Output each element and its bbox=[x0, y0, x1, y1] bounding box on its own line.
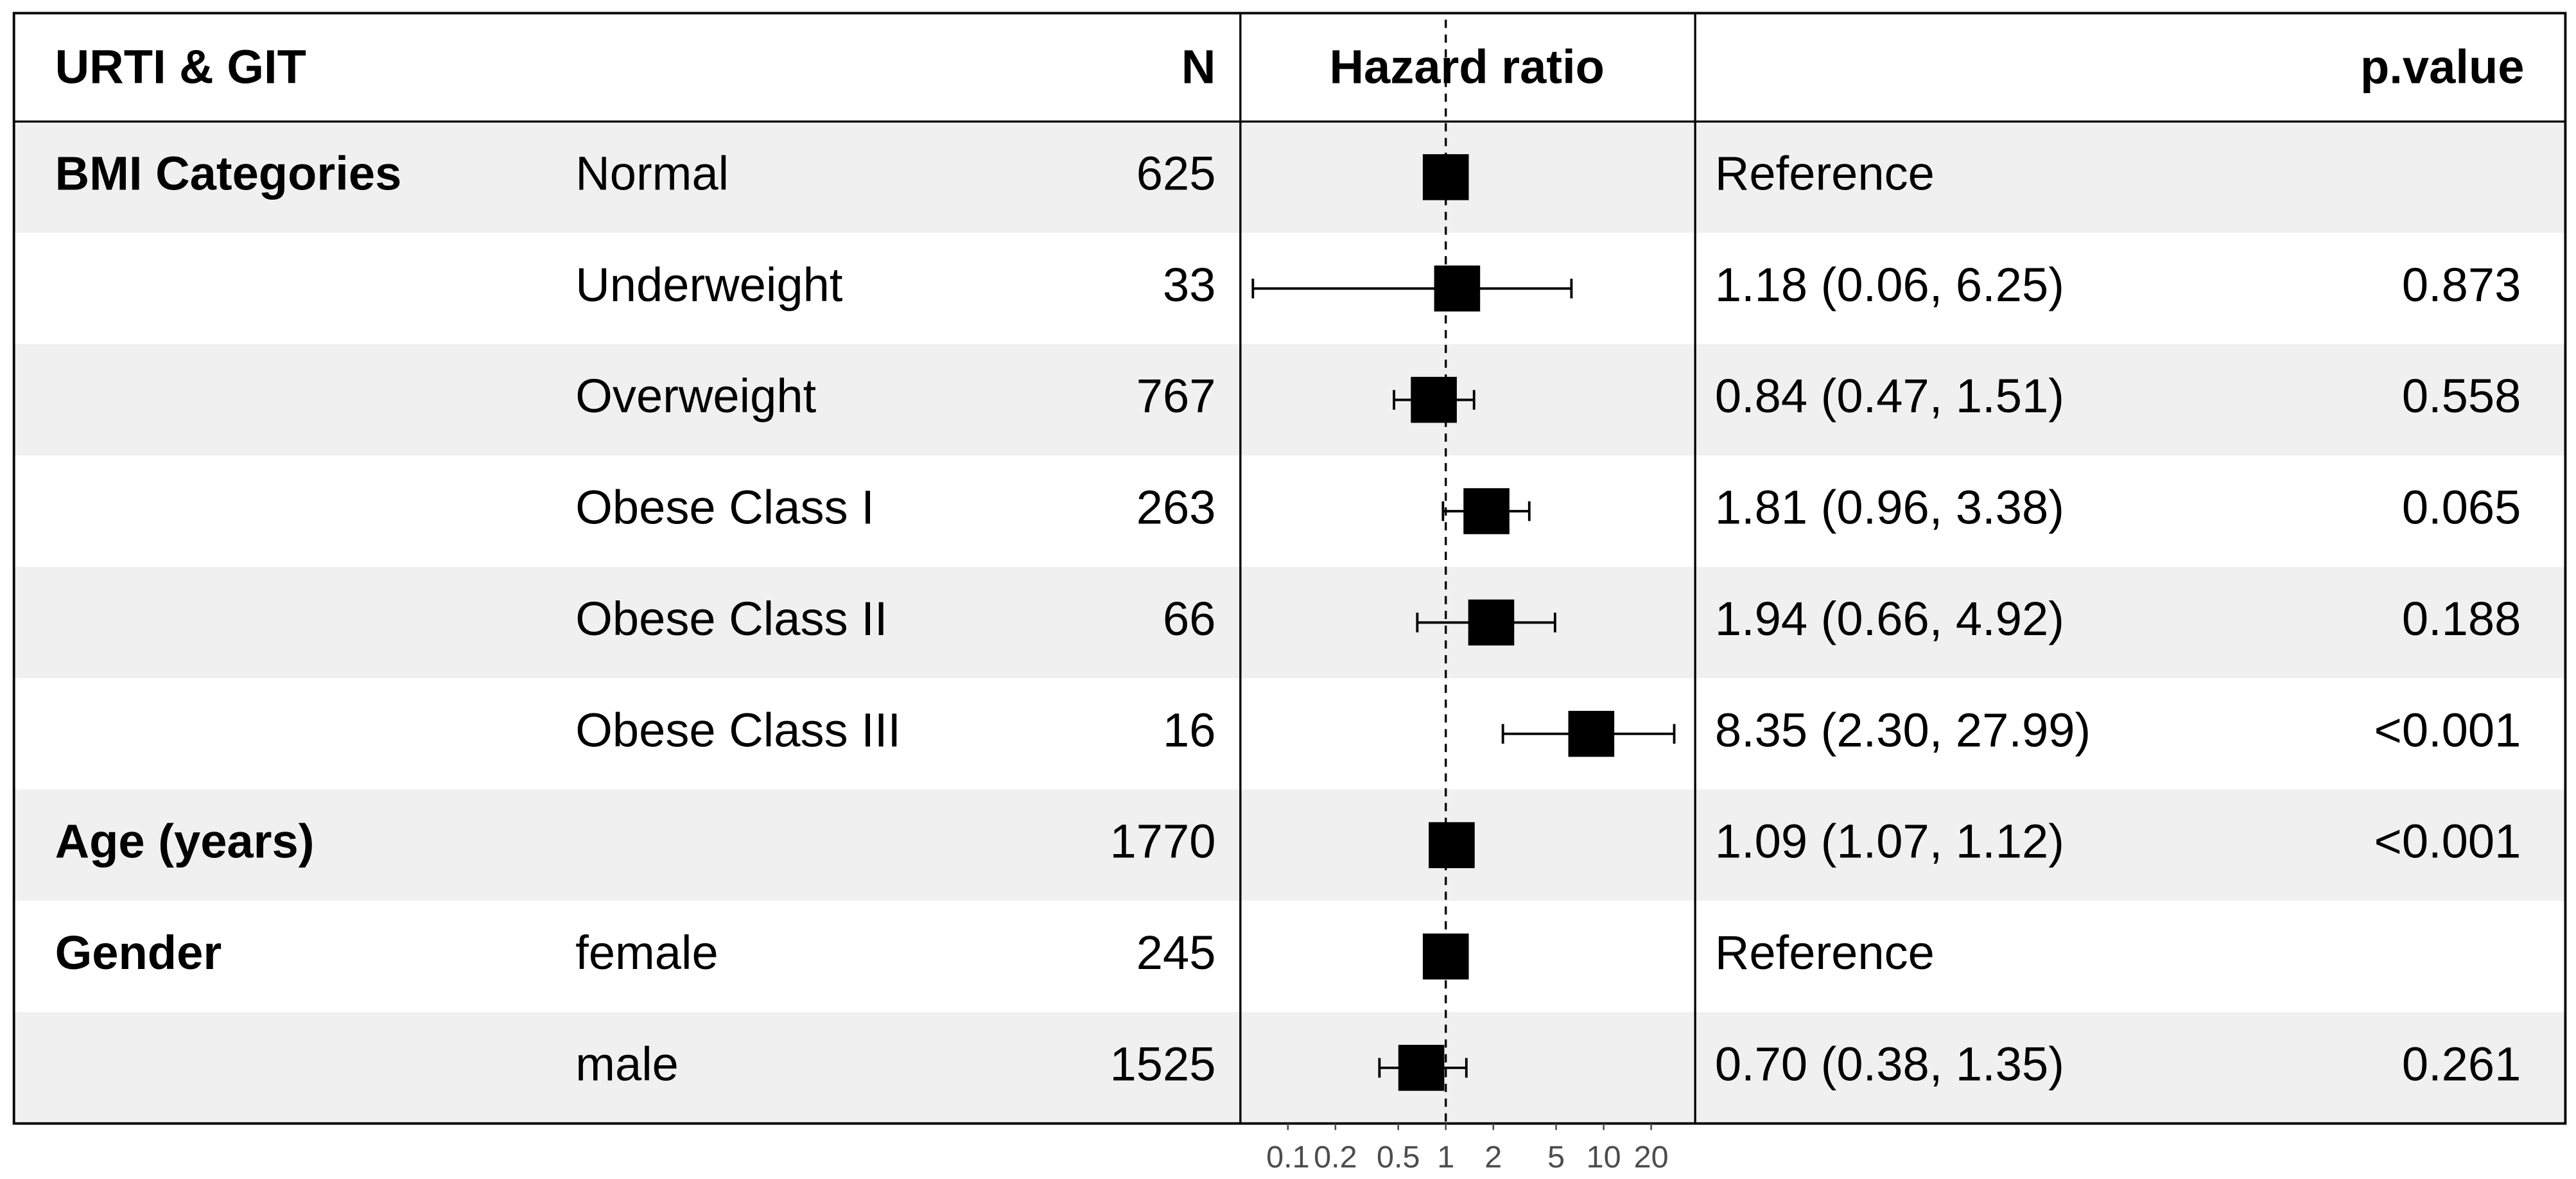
estimate-box bbox=[1422, 154, 1469, 200]
n-label: 1525 bbox=[1110, 1037, 1216, 1090]
x-tick-label: 10 bbox=[1587, 1140, 1621, 1175]
p-label: 0.873 bbox=[2402, 258, 2521, 311]
estimate-label: Reference bbox=[1715, 926, 1935, 979]
estimate-label: 1.18 (0.06, 6.25) bbox=[1715, 258, 2064, 311]
variable-label: Gender bbox=[55, 926, 222, 979]
estimate-box bbox=[1568, 710, 1615, 757]
header-plot: Hazard ratio bbox=[1329, 40, 1604, 94]
x-tick-label: 0.2 bbox=[1314, 1140, 1357, 1175]
background bbox=[13, 121, 2566, 1124]
p-label: 0.558 bbox=[2402, 369, 2521, 423]
p-label: <0.001 bbox=[2374, 815, 2521, 868]
row-stripe bbox=[13, 566, 2566, 679]
n-label: 263 bbox=[1136, 481, 1216, 534]
x-tick-label: 2 bbox=[1484, 1140, 1502, 1175]
row-stripe bbox=[13, 121, 2566, 233]
x-tick-label: 5 bbox=[1547, 1140, 1565, 1175]
estimate-box bbox=[1429, 822, 1475, 868]
level-label: Obese Class I bbox=[575, 481, 875, 534]
level-label: Obese Class II bbox=[575, 592, 887, 645]
header-n: N bbox=[1181, 40, 1216, 94]
n-label: 33 bbox=[1163, 258, 1215, 311]
table-border bbox=[12, 12, 2567, 1125]
variable-label: Age (years) bbox=[55, 815, 315, 868]
estimate-label: 1.81 (0.96, 3.38) bbox=[1715, 481, 2064, 534]
level-label: Overweight bbox=[575, 369, 816, 423]
estimate-box bbox=[1422, 933, 1469, 980]
estimate-label: 8.35 (2.30, 27.99) bbox=[1715, 703, 2091, 756]
estimate-box bbox=[1434, 265, 1481, 312]
level-label: Underweight bbox=[575, 258, 843, 311]
n-label: 1770 bbox=[1110, 815, 1216, 868]
header-title: URTI & GIT bbox=[55, 40, 306, 94]
estimate-box bbox=[1398, 1045, 1445, 1091]
estimate-box bbox=[1463, 488, 1510, 534]
estimate-label: 1.09 (1.07, 1.12) bbox=[1715, 815, 2064, 868]
estimate-label: 1.94 (0.66, 4.92) bbox=[1715, 592, 2064, 645]
n-label: 16 bbox=[1163, 703, 1215, 756]
level-label: female bbox=[575, 926, 718, 979]
p-label: <0.001 bbox=[2374, 703, 2521, 756]
estimate-label: 0.84 (0.47, 1.51) bbox=[1715, 369, 2064, 423]
x-tick-label: 20 bbox=[1634, 1140, 1669, 1175]
estimate-box bbox=[1411, 376, 1457, 423]
n-label: 66 bbox=[1163, 592, 1215, 645]
n-label: 625 bbox=[1136, 147, 1216, 200]
level-label: Normal bbox=[575, 147, 729, 200]
row-stripe bbox=[13, 1012, 2566, 1124]
n-label: 767 bbox=[1136, 369, 1216, 423]
p-label: 0.065 bbox=[2402, 481, 2521, 534]
x-tick-label: 0.5 bbox=[1377, 1140, 1420, 1175]
row-stripe bbox=[13, 344, 2566, 456]
n-label: 245 bbox=[1136, 926, 1216, 979]
estimate-box bbox=[1468, 599, 1515, 646]
level-label: Obese Class III bbox=[575, 703, 901, 756]
row-stripe bbox=[13, 789, 2566, 901]
header-p: p.value bbox=[2360, 40, 2524, 94]
estimate-label: Reference bbox=[1715, 147, 1935, 200]
level-label: male bbox=[575, 1037, 679, 1090]
p-label: 0.188 bbox=[2402, 592, 2521, 645]
x-tick-label: 1 bbox=[1437, 1140, 1454, 1175]
p-label: 0.261 bbox=[2402, 1037, 2521, 1090]
variable-label: BMI Categories bbox=[55, 147, 402, 200]
x-tick-label: 0.1 bbox=[1266, 1140, 1310, 1175]
estimate-label: 0.70 (0.38, 1.35) bbox=[1715, 1037, 2064, 1090]
